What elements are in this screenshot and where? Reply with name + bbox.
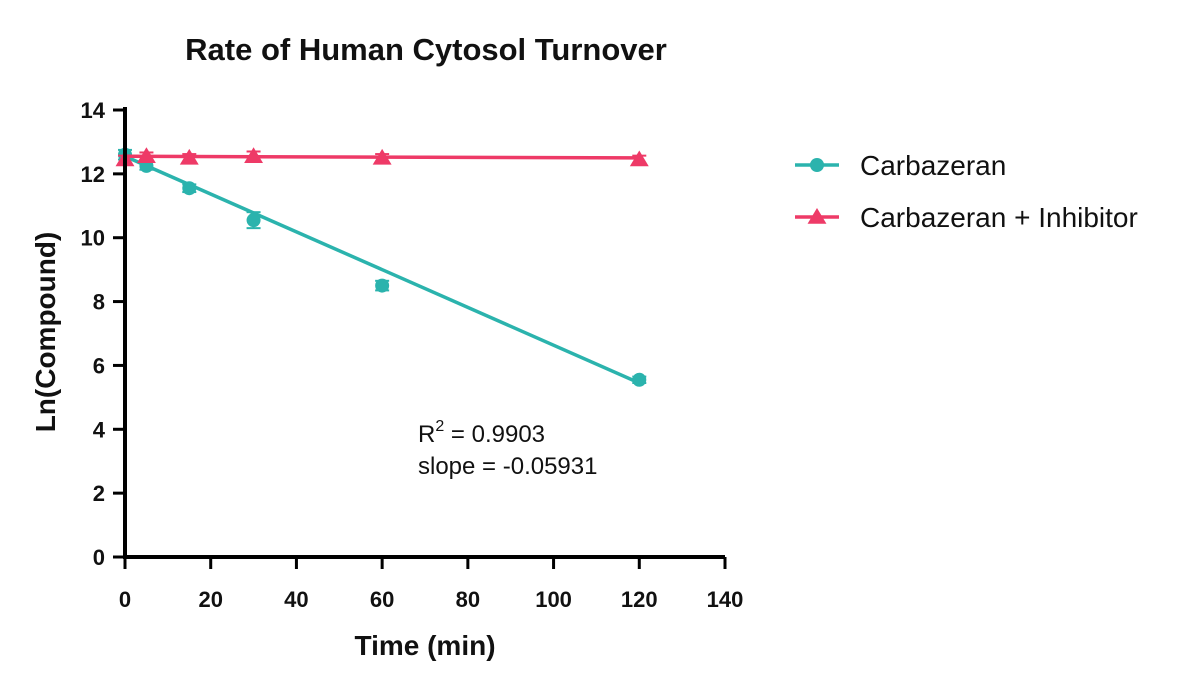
legend-item: Carbazeran bbox=[795, 150, 1006, 181]
data-point bbox=[246, 213, 261, 228]
x-tick-label: 140 bbox=[707, 587, 744, 612]
chart-title: Rate of Human Cytosol Turnover bbox=[185, 32, 667, 67]
y-tick-label: 4 bbox=[93, 417, 106, 442]
data-point bbox=[372, 148, 392, 165]
legend: Carbazeran Carbazeran + Inhibitor bbox=[795, 150, 1138, 233]
x-axis-title: Time (min) bbox=[354, 630, 495, 661]
y-tick-label: 6 bbox=[93, 353, 105, 378]
y-tick-label: 8 bbox=[93, 290, 105, 315]
fit-line bbox=[124, 154, 640, 385]
data-point bbox=[182, 181, 197, 196]
x-tick-label: 120 bbox=[621, 587, 658, 612]
x-tick-label: 60 bbox=[370, 587, 394, 612]
series-carbazeran bbox=[118, 147, 647, 387]
y-tick-label: 2 bbox=[93, 481, 105, 506]
y-tick-label: 14 bbox=[81, 98, 106, 123]
legend-label: Carbazeran bbox=[860, 150, 1006, 181]
x-tick-label: 100 bbox=[535, 587, 572, 612]
data-point bbox=[136, 147, 156, 164]
r-squared-superscript: 2 bbox=[435, 418, 444, 435]
x-tick-label: 80 bbox=[456, 587, 480, 612]
r-squared-base: R bbox=[418, 421, 435, 448]
y-ticks: 0 2 4 6 8 10 12 14 bbox=[81, 98, 125, 570]
x-tick-label: 40 bbox=[284, 587, 308, 612]
y-tick-label: 10 bbox=[81, 226, 105, 251]
legend-item: Carbazeran + Inhibitor bbox=[795, 202, 1138, 233]
data-point bbox=[629, 150, 649, 167]
r-squared-annotation: R2 = 0.9903 bbox=[418, 418, 545, 448]
x-ticks: 0 20 40 60 80 100 120 140 bbox=[119, 557, 743, 612]
x-tick-label: 20 bbox=[198, 587, 222, 612]
data-point bbox=[632, 372, 647, 387]
data-point bbox=[179, 148, 199, 165]
data-point bbox=[244, 147, 264, 164]
slope-annotation: slope = -0.05931 bbox=[418, 453, 597, 480]
legend-label: Carbazeran + Inhibitor bbox=[860, 202, 1138, 233]
y-axis-title: Ln(Compound) bbox=[30, 232, 61, 433]
x-tick-label: 0 bbox=[119, 587, 131, 612]
y-tick-label: 0 bbox=[93, 545, 105, 570]
legend-marker bbox=[807, 208, 827, 224]
y-tick-label: 12 bbox=[81, 162, 105, 187]
legend-marker bbox=[810, 158, 824, 172]
r-squared-value: = 0.9903 bbox=[444, 421, 545, 448]
plot-area bbox=[115, 147, 649, 387]
series-carbazeran-inhibitor bbox=[115, 147, 649, 167]
data-point bbox=[375, 278, 390, 293]
